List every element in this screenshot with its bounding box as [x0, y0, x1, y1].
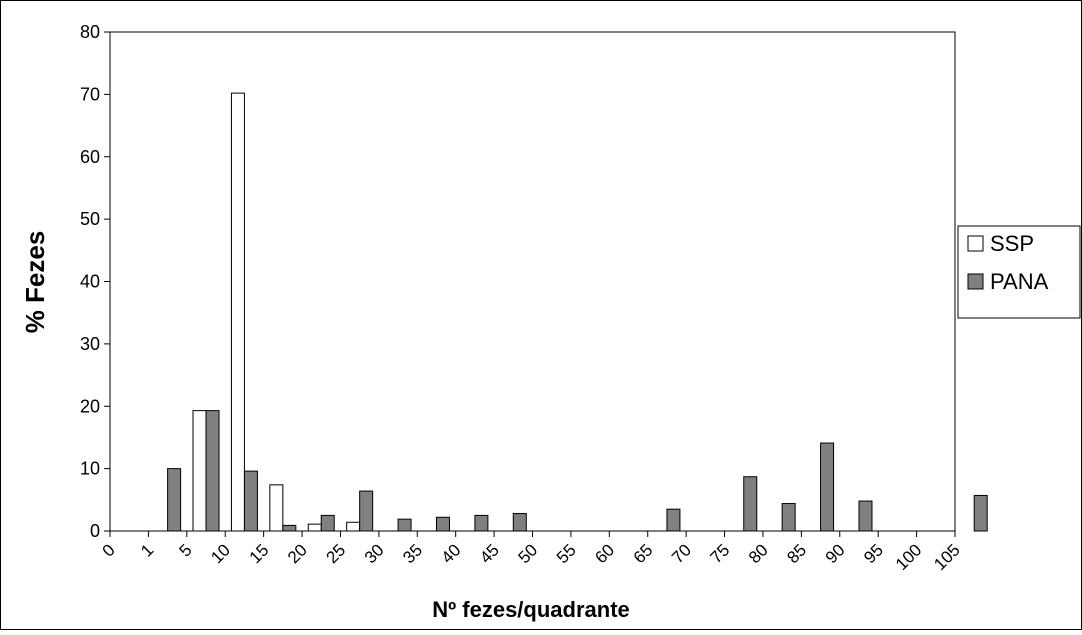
y-tick-label: 10 — [80, 459, 100, 479]
bar-pana — [743, 476, 758, 532]
y-tick-label: 80 — [80, 22, 100, 42]
bar-pana — [512, 513, 527, 532]
x-axis-label: Nº fezes/quadrante — [432, 597, 630, 622]
bar-ssp — [192, 410, 207, 532]
legend-swatch — [967, 273, 984, 290]
legend-label: SSP — [990, 231, 1034, 256]
bar-pana — [359, 490, 374, 532]
y-tick-label: 70 — [80, 84, 100, 104]
plot-area — [109, 31, 956, 532]
bar-ssp — [230, 92, 245, 532]
bar-pana — [205, 410, 220, 532]
y-tick-label: 60 — [80, 147, 100, 167]
bar-pana — [820, 442, 835, 532]
bar-pana — [435, 516, 450, 532]
bar-pana — [397, 518, 412, 532]
legend-swatch — [967, 235, 984, 252]
bar-ssp — [346, 521, 361, 532]
bar-pana — [474, 514, 489, 532]
bar-pana — [781, 503, 796, 532]
bar-pana — [666, 508, 681, 532]
bar-pana — [320, 514, 335, 532]
bar-ssp — [269, 484, 284, 532]
bar-pana — [858, 500, 873, 532]
y-axis-label: % Fezes — [20, 231, 50, 334]
bar-ssp — [307, 523, 322, 532]
bar-pana — [282, 524, 297, 532]
y-tick-label: 0 — [90, 521, 100, 541]
bar-pana — [973, 494, 988, 532]
bar-pana — [167, 468, 182, 532]
y-tick-label: 40 — [80, 272, 100, 292]
legend-label: PANA — [990, 269, 1049, 294]
y-tick-label: 20 — [80, 396, 100, 416]
bar-pana — [243, 470, 258, 532]
y-tick-label: 50 — [80, 209, 100, 229]
y-tick-label: 30 — [80, 334, 100, 354]
